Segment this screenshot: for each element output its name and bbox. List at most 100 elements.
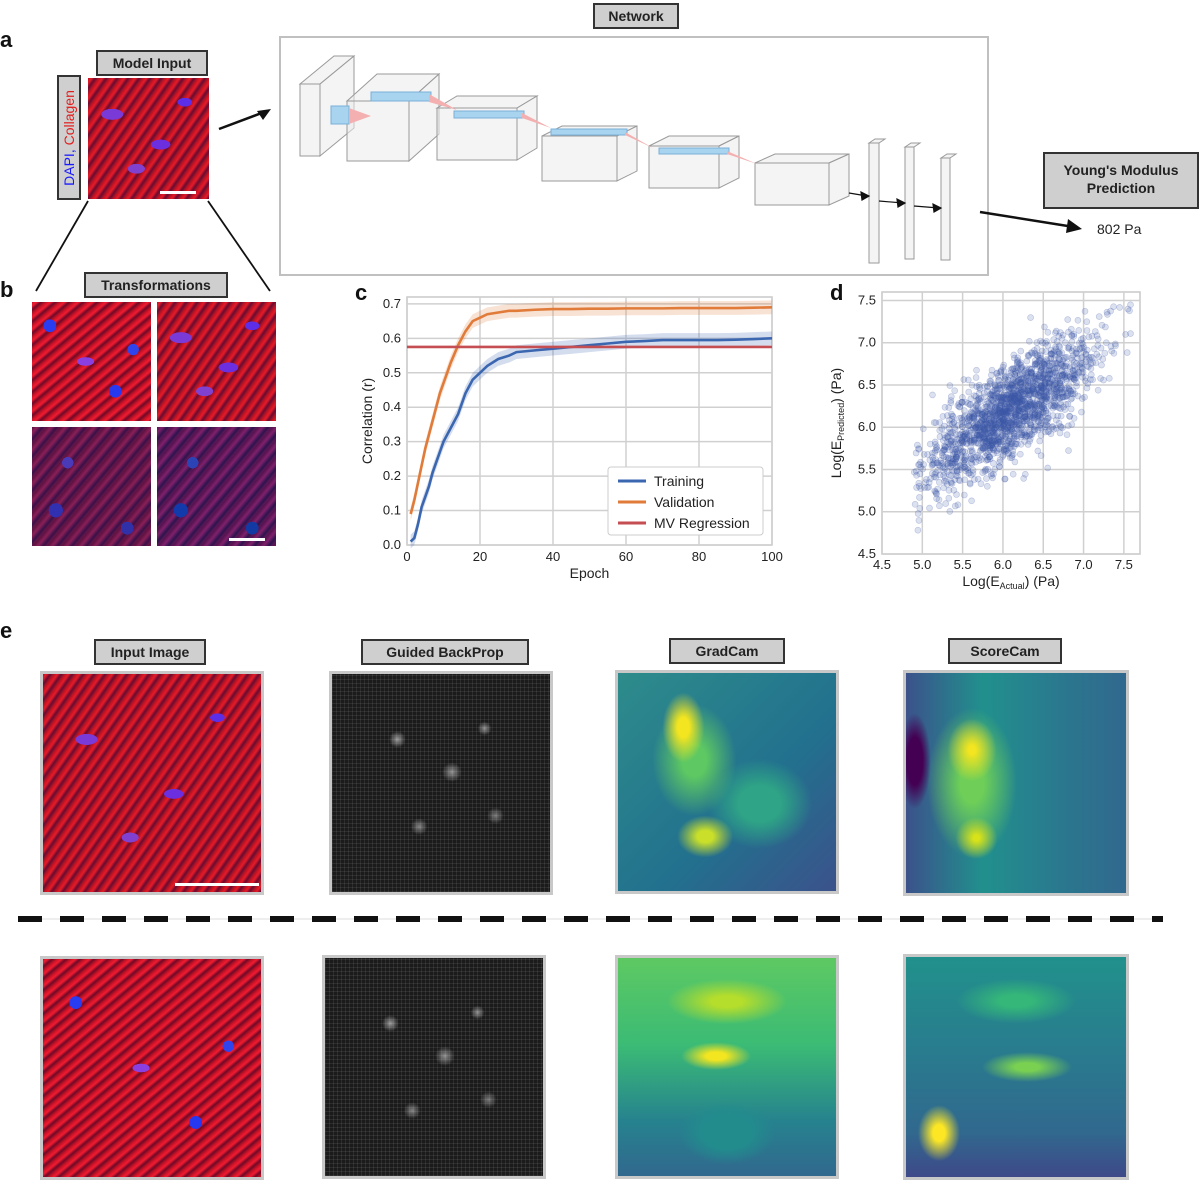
scatter-point [1023,432,1030,440]
scatter-point [986,435,993,443]
scatter-point [967,429,974,437]
scatter-point [1019,431,1027,439]
scatter-point [1039,401,1046,409]
scatter-point [1081,307,1089,315]
scatter-point [1054,360,1061,367]
scatter-point [1001,445,1008,453]
scatter-point [954,402,962,409]
network-diagram [279,36,989,276]
scatter-point [993,399,1000,407]
scatter-point [1007,394,1015,401]
scatter-point [986,444,994,452]
y-tick-label: 0.4 [383,399,401,414]
scatter-point [1066,413,1074,420]
scatter-point [1037,377,1044,385]
scatter-point [948,480,956,487]
scatter-point [1032,360,1039,368]
scatter-point [1042,393,1049,401]
scatter-point [971,476,978,483]
scatter-point [1054,348,1061,356]
scatter-point [1032,422,1039,430]
x-tick-label: 6.5 [1034,557,1052,572]
scatter-point [1003,395,1010,402]
scatter-point [1107,343,1115,350]
scatter-point [1020,475,1027,482]
scatter-point [999,409,1007,417]
scatter-point [941,465,949,473]
scatter-point [1000,422,1007,430]
scatter-point [1127,330,1134,337]
scatter-point [974,440,982,447]
scatter-point [1017,361,1025,369]
scatter-point [1074,316,1082,324]
scatter-point [1011,396,1018,403]
scatter-point [934,485,941,493]
scatter-point [946,420,954,428]
scatter-point [1057,401,1064,408]
scatter-point [1017,403,1024,411]
scatter-point [955,446,963,454]
scatter-point [1064,344,1072,352]
scatter-point [980,389,988,397]
scatter-point [991,419,999,426]
scatter-point [940,464,947,471]
scatter-point [968,439,975,447]
scatter-point [1071,376,1078,383]
scatter-point [960,431,967,438]
scatter-point [1051,351,1059,359]
scatter-point [1008,400,1016,407]
scatter-point [1028,369,1035,376]
scatter-point [985,436,992,443]
scatter-point [1052,380,1059,387]
scatter-point [936,433,944,440]
scatter-point [990,446,997,453]
scatter-point [1095,313,1103,320]
scatter-point [973,432,981,439]
scatter-point [1022,404,1029,411]
scatter-point [986,412,993,420]
scatter-point [1008,382,1015,389]
scatter-point [1052,401,1059,409]
scatter-point [1045,428,1053,435]
scatter-point [1006,454,1014,461]
scatter-point [1036,388,1043,396]
scatter-point [1053,338,1061,345]
scatter-point [1051,360,1058,367]
scatter-point [955,476,963,484]
scatter-point [992,394,999,402]
scatter-point [975,439,982,447]
scatter-point [1071,358,1078,366]
scatter-point [997,417,1004,425]
scatter-point [1041,358,1048,366]
scatter-point [970,415,978,423]
x-tick-label: 7.5 [1115,557,1133,572]
scatter-point [982,413,989,421]
scatter-point [1000,361,1007,369]
scatter-point [1018,378,1026,386]
scatter-point [984,410,992,418]
scatter-point [951,449,959,456]
scatter-point [989,410,997,418]
scatter-point [947,463,954,470]
scatter-point [1011,354,1018,362]
scatter-point [917,463,925,471]
scatter-point [1016,390,1023,397]
scatter-point [935,461,943,469]
scatter-point [1038,363,1046,370]
scatter-point [959,447,967,455]
scatter-point [1023,417,1031,424]
scatter-point [1036,412,1043,420]
scatter-point [981,383,989,390]
scatter-point [1046,370,1054,378]
scatter-point [914,441,921,449]
scatter-point [1004,379,1011,386]
scatter-point [1003,427,1010,435]
scatter-point [1048,350,1055,358]
scatter-point [1007,419,1014,426]
scatter-point [1116,304,1124,311]
scatter-point [1022,401,1030,408]
scatter-point [972,392,980,400]
scatter-point [1085,354,1093,361]
scatter-point [978,438,986,446]
scatter-point [1031,389,1038,396]
